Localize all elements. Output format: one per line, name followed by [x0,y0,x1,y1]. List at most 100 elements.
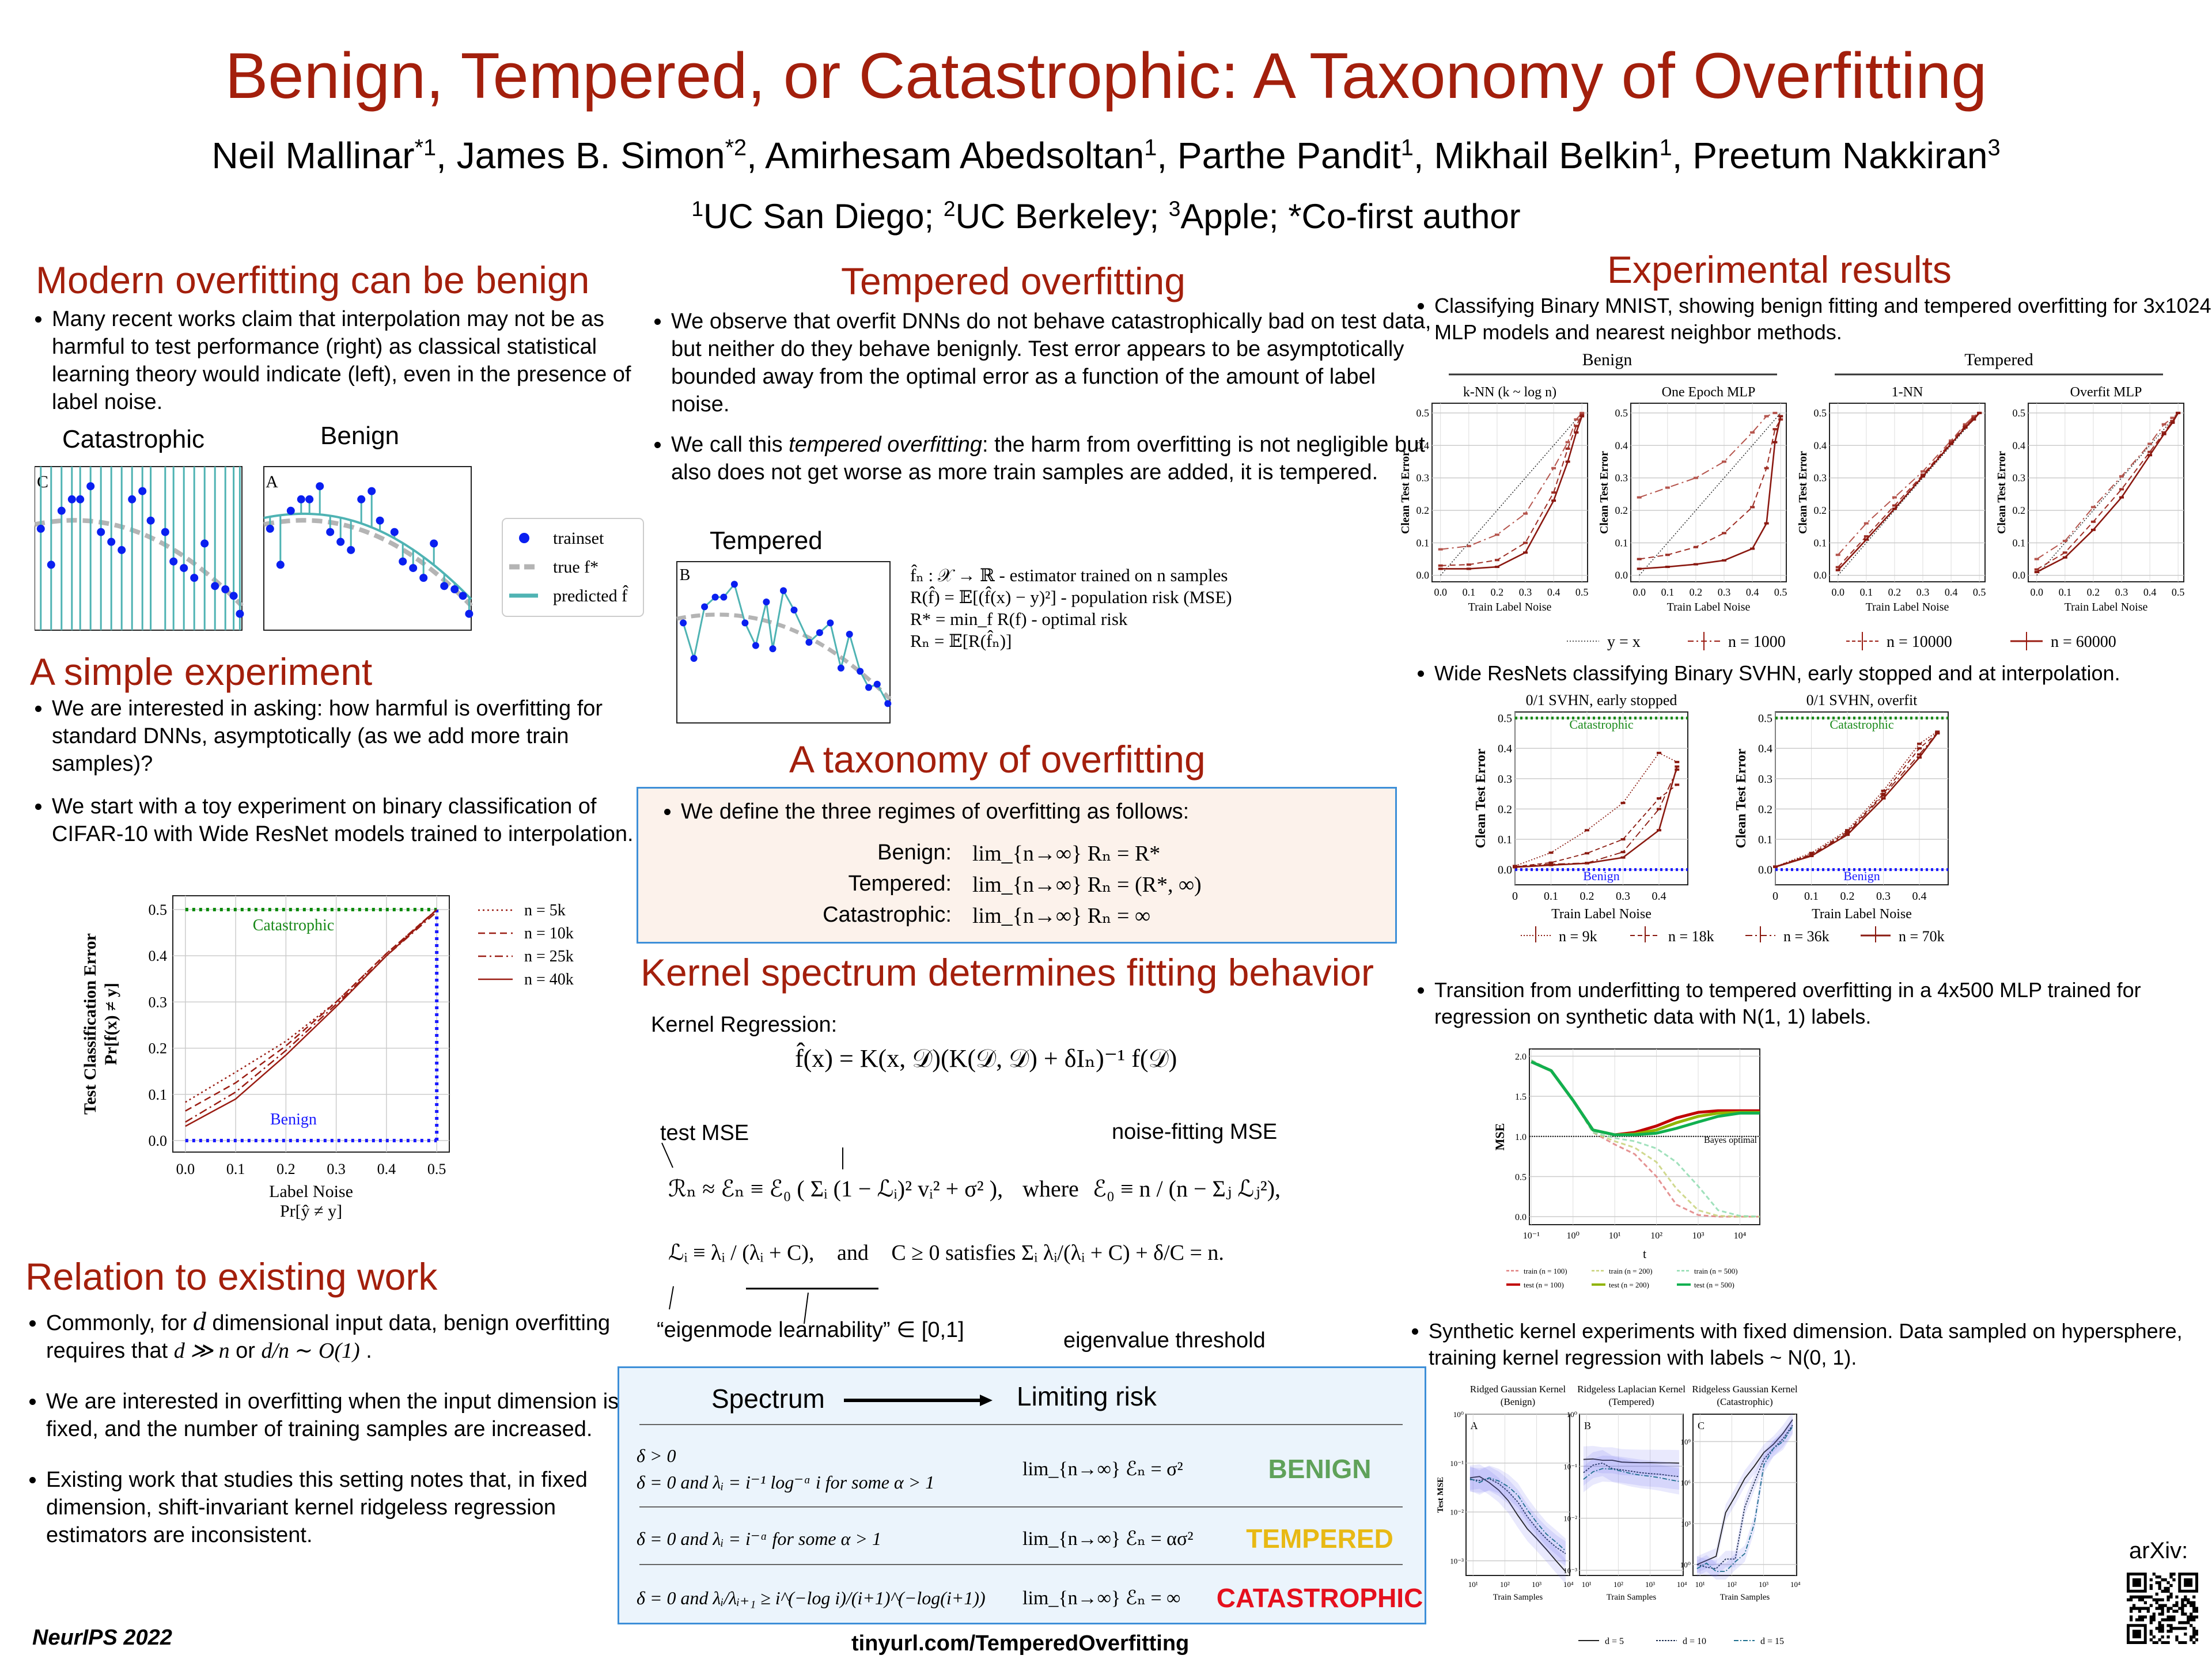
legend-truth-label: true f* [553,558,599,577]
data-point [1513,866,1517,869]
data-point [1620,851,1626,854]
x-axis-title: Train Label Noise [1866,601,1949,613]
legend-label: d = 15 [1760,1637,1784,1646]
confidence-band [1696,1418,1793,1580]
data-point [1523,551,1528,554]
data-point [1921,474,1925,476]
data-point [1935,730,1940,733]
qr-code-icon[interactable] [2127,1573,2198,1644]
affil-mark: 3 [1168,196,1181,221]
legend-label: n = 5k [524,902,566,919]
qr-module [2166,1641,2170,1644]
data-point [1675,760,1680,763]
data-point [1935,732,1940,734]
y-tick-label: 0.3 [1814,472,1827,484]
qr-module [2184,1627,2187,1630]
qr-module [2158,1624,2161,1627]
project-link[interactable]: tinyurl.com/TemperedOverfitting [851,1631,1190,1656]
benign-annotation: Benign [1843,869,1880,883]
trainset-point [430,539,438,548]
qr-module [2192,1635,2196,1639]
poster-title: Benign, Tempered, or Catastrophic: A Tax… [225,40,1987,112]
y-tick-label: 0.2 [149,1040,168,1057]
y-axis-label: MSE [1493,1123,1507,1151]
y-tick-label: 0.0 [1498,864,1512,877]
results-bullet-svhn: Wide ResNets classifying Binary SVHN, ea… [1406,660,2212,691]
plot-frame [1431,403,1588,582]
x-axis-title: Label Noise [269,1182,353,1201]
x-tick-label: 0.1 [226,1161,245,1177]
trainset-point [752,642,759,649]
y-axis-subtitle: Pr[f(x) ≠ y] [101,983,120,1065]
x-axis-title: Train Label Noise [1667,601,1751,613]
data-point [1523,512,1528,515]
data-point [1892,504,1897,507]
y-tick-label: 0.2 [1416,505,1430,516]
data-point [1574,431,1579,434]
data-point [1637,567,1642,570]
y-tick-label: 0.0 [2013,570,2026,581]
qr-module [2169,1627,2173,1630]
qr-module [2190,1601,2193,1604]
data-point [1809,855,1814,857]
qr-module [2141,1615,2145,1619]
qr-module [2192,1595,2196,1599]
confidence-band [1469,1466,1566,1566]
trainset-point [769,645,777,653]
qr-module [2192,1618,2196,1622]
qr-module [2184,1621,2187,1624]
legend-label: test (n = 100) [1524,1281,1564,1289]
qr-module [2141,1595,2145,1599]
y-tick-label: 10⁹ [1680,1437,1691,1446]
qr-module [2181,1604,2184,1607]
annotation-lines [661,1142,878,1324]
relation-bullet-3: Existing work that studies this setting … [46,1466,657,1549]
qr-module [2158,1584,2161,1588]
x-tick-label: 0.4 [1912,890,1927,903]
y-tick-label: 0.4 [1498,743,1512,755]
data-point [1494,533,1499,536]
catastrophic-panel: C [35,466,244,631]
data-point [2090,528,2096,531]
series-line [1440,412,1582,550]
spectrum-condition: δ = 0 and λᵢ = i⁻ᵅ for some α > 1 [637,1513,1017,1564]
qr-module [2169,1584,2173,1588]
trainset-point [741,619,749,627]
regime-badge: TEMPERED [1246,1524,1393,1554]
qr-module [2172,1618,2176,1622]
qr-module [2181,1612,2184,1616]
qr-module [2161,1641,2164,1644]
qr-module [2190,1615,2193,1619]
results-bullet-kernel: Synthetic kernel experiments with fixed … [1400,1318,2212,1376]
qr-module [2146,1609,2150,1613]
qr-module [2161,1578,2164,1582]
qr-module [2155,1641,2158,1644]
data-point [1845,830,1850,833]
series-line [185,909,438,1112]
qr-module [2166,1615,2170,1619]
y-tick-label: 0.1 [149,1086,168,1103]
qr-module [2195,1607,2198,1610]
data-point [1845,832,1850,835]
affil-name: *Co-first author [1288,197,1521,236]
y-tick-label: 0.3 [1416,472,1430,484]
series-line [1696,1426,1793,1572]
trainset-point [459,592,467,600]
qr-module [2181,1627,2184,1630]
y-tick-label: 0.5 [1615,407,1628,419]
data-point [1620,801,1626,804]
data-point [1921,470,1925,473]
qr-module [2166,1598,2170,1601]
data-point [2090,506,2096,509]
y-axis-label: Clean Test Error [1399,451,1412,534]
y-tick-label: 0.2 [1758,803,1772,816]
y-tick-label: 10³ [1681,1520,1691,1528]
def-expected-risk: Rₙ = 𝔼[R(f̂ₙ)] [910,631,1012,651]
qr-module [2132,1604,2136,1607]
regime-badge: CATASTROPHIC [1216,1582,1423,1613]
x-tick-label: 0.3 [1718,586,1731,598]
qr-module [2192,1604,2196,1607]
affil-mark: 2 [943,196,956,221]
data-point [1917,747,1922,750]
series-line [1837,412,1980,568]
